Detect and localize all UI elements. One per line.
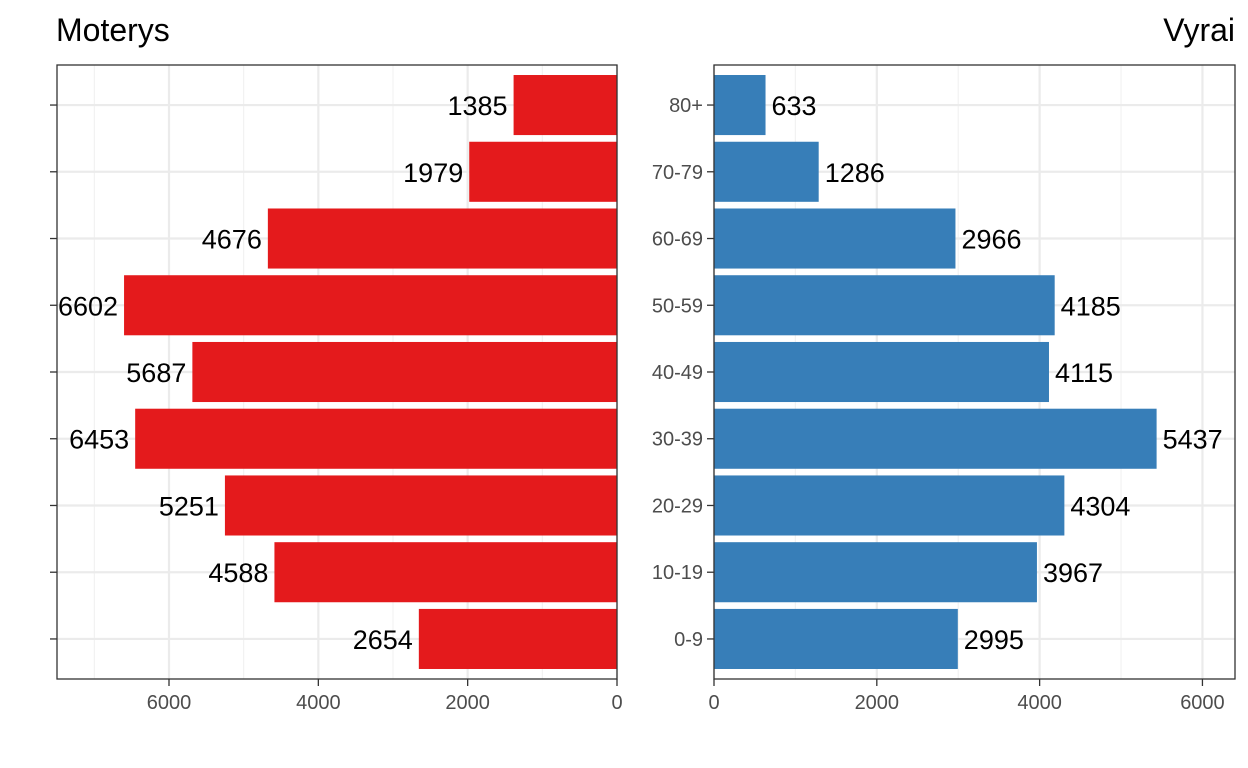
y-tick-label-20-29: 20-29 (652, 495, 703, 517)
bar-70-79 (714, 141, 819, 202)
bar-0-9 (714, 608, 958, 669)
bar-40-49 (714, 341, 1049, 403)
bar-30-39 (135, 408, 617, 469)
bar-30-39 (714, 408, 1157, 469)
bar-50-59 (124, 275, 618, 336)
left-panel-title: Moterys (56, 12, 170, 48)
data-label-10-19: 3967 (1043, 558, 1103, 588)
x-tick-label: 2000 (445, 692, 490, 714)
x-tick-label: 0 (708, 692, 719, 714)
data-label-50-59: 6602 (58, 291, 118, 321)
data-label-40-49: 5687 (126, 358, 186, 388)
right-panel-bars (714, 75, 1157, 669)
x-tick-label: 4000 (296, 692, 341, 714)
bar-70-79 (469, 141, 617, 202)
x-tick-label: 4000 (1017, 692, 1062, 714)
y-tick-label-60-69: 60-69 (652, 229, 703, 251)
data-label-70-79: 1979 (403, 158, 463, 188)
left-panel-bars (124, 75, 618, 669)
data-label-20-29: 5251 (159, 491, 219, 521)
right-panel-title: Vyrai (1163, 12, 1235, 48)
data-label-20-29: 4304 (1070, 491, 1130, 521)
data-label-50-59: 4185 (1061, 291, 1121, 321)
data-label-70-79: 1286 (825, 158, 885, 188)
bar-10-19 (714, 542, 1037, 603)
bar-0-9 (418, 608, 617, 669)
bar-10-19 (274, 542, 617, 603)
data-label-30-39: 5437 (1163, 425, 1223, 455)
data-label-40-49: 4115 (1055, 358, 1113, 388)
bar-20-29 (224, 475, 617, 536)
data-label-60-69: 2966 (961, 225, 1021, 255)
y-tick-label-0-9: 0-9 (674, 629, 703, 651)
right-panel-y-axis: 0-9 10-19 20-29 30-39 40-49 50-59 60-69 70-79 80… (652, 95, 714, 651)
bar-80+ (513, 75, 617, 136)
data-label-80+: 1385 (448, 91, 508, 121)
y-tick-label-10-19: 10-19 (652, 562, 703, 584)
bar-60-69 (714, 208, 956, 269)
bar-40-49 (192, 341, 617, 403)
bar-60-69 (267, 208, 617, 269)
y-tick-label-80+: 80+ (669, 95, 703, 117)
data-label-0-9: 2654 (353, 625, 413, 655)
data-label-0-9: 2995 (964, 625, 1024, 655)
bar-80+ (714, 75, 766, 136)
x-tick-label: 2000 (855, 692, 900, 714)
bar-20-29 (714, 475, 1065, 536)
data-label-30-39: 6453 (69, 425, 129, 455)
y-tick-label-40-49: 40-49 (652, 362, 703, 384)
y-tick-label-70-79: 70-79 (652, 162, 703, 184)
x-tick-label: 0 (611, 692, 622, 714)
left-panel-data-labels: 2654 4588 5251 6453 5687 6602 4676 1979 1385 (58, 91, 508, 655)
bar-50-59 (714, 275, 1055, 336)
y-tick-label-50-59: 50-59 (652, 295, 703, 317)
x-tick-label: 6000 (147, 692, 192, 714)
x-tick-label: 6000 (1180, 692, 1225, 714)
y-tick-label-30-39: 30-39 (652, 429, 703, 451)
data-label-10-19: 4588 (208, 558, 268, 588)
right-panel-x-axis: 0 2000 4000 6000 (708, 679, 1225, 714)
data-label-80+: 633 (772, 91, 817, 121)
right-panel-data-labels: 2995 3967 4304 5437 4115 4185 2966 1286 633 (772, 91, 1223, 655)
left-panel-x-axis: 0 2000 4000 6000 (50, 104, 623, 714)
data-label-60-69: 4676 (202, 225, 262, 255)
